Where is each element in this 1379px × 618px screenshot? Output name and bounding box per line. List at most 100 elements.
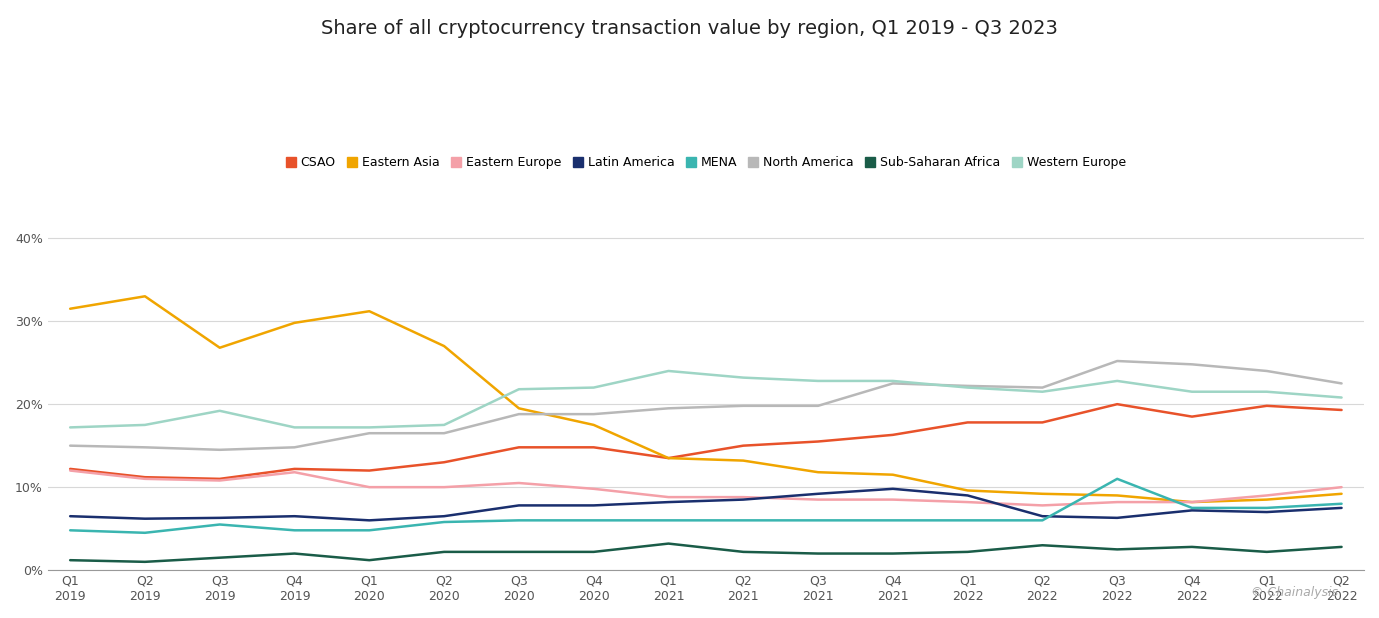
Western Europe [1109, 377, 1125, 384]
CSAO [62, 465, 79, 473]
MENA [809, 517, 826, 524]
MENA [436, 519, 452, 526]
Latin America [361, 517, 378, 524]
North America [361, 430, 378, 437]
Western Europe [510, 386, 527, 393]
Legend: CSAO, Eastern Asia, Eastern Europe, Latin America, MENA, North America, Sub-Saha: CSAO, Eastern Asia, Eastern Europe, Lati… [281, 151, 1131, 174]
North America [436, 430, 452, 437]
North America [1259, 367, 1276, 375]
North America [62, 442, 79, 449]
Line: Sub-Saharan Africa: Sub-Saharan Africa [70, 544, 1342, 562]
Eastern Asia [62, 305, 79, 313]
CSAO [211, 475, 228, 483]
Eastern Asia [884, 471, 900, 478]
Latin America [1109, 514, 1125, 522]
MENA [1333, 500, 1350, 507]
North America [1109, 357, 1125, 365]
Eastern Asia [137, 292, 153, 300]
CSAO [287, 465, 303, 473]
CSAO [436, 459, 452, 466]
Sub-Saharan Africa [1183, 543, 1200, 551]
Sub-Saharan Africa [586, 548, 603, 556]
Sub-Saharan Africa [884, 550, 900, 557]
Latin America [211, 514, 228, 522]
CSAO [809, 438, 826, 445]
MENA [1109, 475, 1125, 483]
Eastern Europe [1259, 492, 1276, 499]
MENA [960, 517, 976, 524]
MENA [1034, 517, 1051, 524]
Western Europe [586, 384, 603, 391]
MENA [735, 517, 752, 524]
Latin America [809, 490, 826, 497]
Latin America [1183, 507, 1200, 514]
Eastern Europe [661, 493, 677, 501]
Line: CSAO: CSAO [70, 404, 1342, 479]
Eastern Asia [361, 308, 378, 315]
Eastern Europe [62, 467, 79, 474]
Western Europe [137, 421, 153, 429]
CSAO [586, 444, 603, 451]
Sub-Saharan Africa [361, 556, 378, 564]
MENA [211, 521, 228, 528]
Eastern Asia [960, 487, 976, 494]
MENA [884, 517, 900, 524]
Eastern Europe [211, 477, 228, 485]
North America [287, 444, 303, 451]
Eastern Europe [361, 483, 378, 491]
CSAO [137, 473, 153, 481]
Latin America [62, 512, 79, 520]
MENA [510, 517, 527, 524]
Eastern Asia [1109, 492, 1125, 499]
Latin America [884, 485, 900, 493]
Western Europe [1183, 388, 1200, 396]
Latin America [1034, 512, 1051, 520]
Latin America [436, 512, 452, 520]
CSAO [884, 431, 900, 439]
Eastern Asia [1183, 498, 1200, 506]
North America [137, 444, 153, 451]
Eastern Europe [884, 496, 900, 503]
Line: MENA: MENA [70, 479, 1342, 533]
Western Europe [211, 407, 228, 415]
North America [735, 402, 752, 410]
Eastern Europe [960, 498, 976, 506]
Eastern Europe [137, 475, 153, 483]
Eastern Asia [586, 421, 603, 429]
Eastern Asia [510, 405, 527, 412]
Western Europe [436, 421, 452, 429]
Latin America [510, 502, 527, 509]
Western Europe [960, 384, 976, 391]
North America [586, 410, 603, 418]
Sub-Saharan Africa [1034, 541, 1051, 549]
MENA [287, 527, 303, 534]
Sub-Saharan Africa [1109, 546, 1125, 553]
Eastern Asia [287, 319, 303, 326]
Text: Share of all cryptocurrency transaction value by region, Q1 2019 - Q3 2023: Share of all cryptocurrency transaction … [321, 19, 1058, 38]
Eastern Asia [436, 342, 452, 350]
North America [211, 446, 228, 454]
Sub-Saharan Africa [211, 554, 228, 561]
Text: © Chainalysis: © Chainalysis [1251, 586, 1338, 599]
Sub-Saharan Africa [1333, 543, 1350, 551]
Western Europe [1333, 394, 1350, 401]
Western Europe [735, 374, 752, 381]
Western Europe [361, 424, 378, 431]
CSAO [661, 454, 677, 462]
Sub-Saharan Africa [287, 550, 303, 557]
Eastern Asia [1034, 490, 1051, 497]
Eastern Asia [809, 468, 826, 476]
North America [809, 402, 826, 410]
MENA [1183, 504, 1200, 512]
Western Europe [661, 367, 677, 375]
Latin America [287, 512, 303, 520]
Eastern Europe [1109, 498, 1125, 506]
Line: Latin America: Latin America [70, 489, 1342, 520]
Line: Eastern Asia: Eastern Asia [70, 296, 1342, 502]
CSAO [960, 419, 976, 426]
Western Europe [1259, 388, 1276, 396]
Western Europe [287, 424, 303, 431]
Sub-Saharan Africa [137, 558, 153, 565]
North America [1183, 361, 1200, 368]
Latin America [1333, 504, 1350, 512]
